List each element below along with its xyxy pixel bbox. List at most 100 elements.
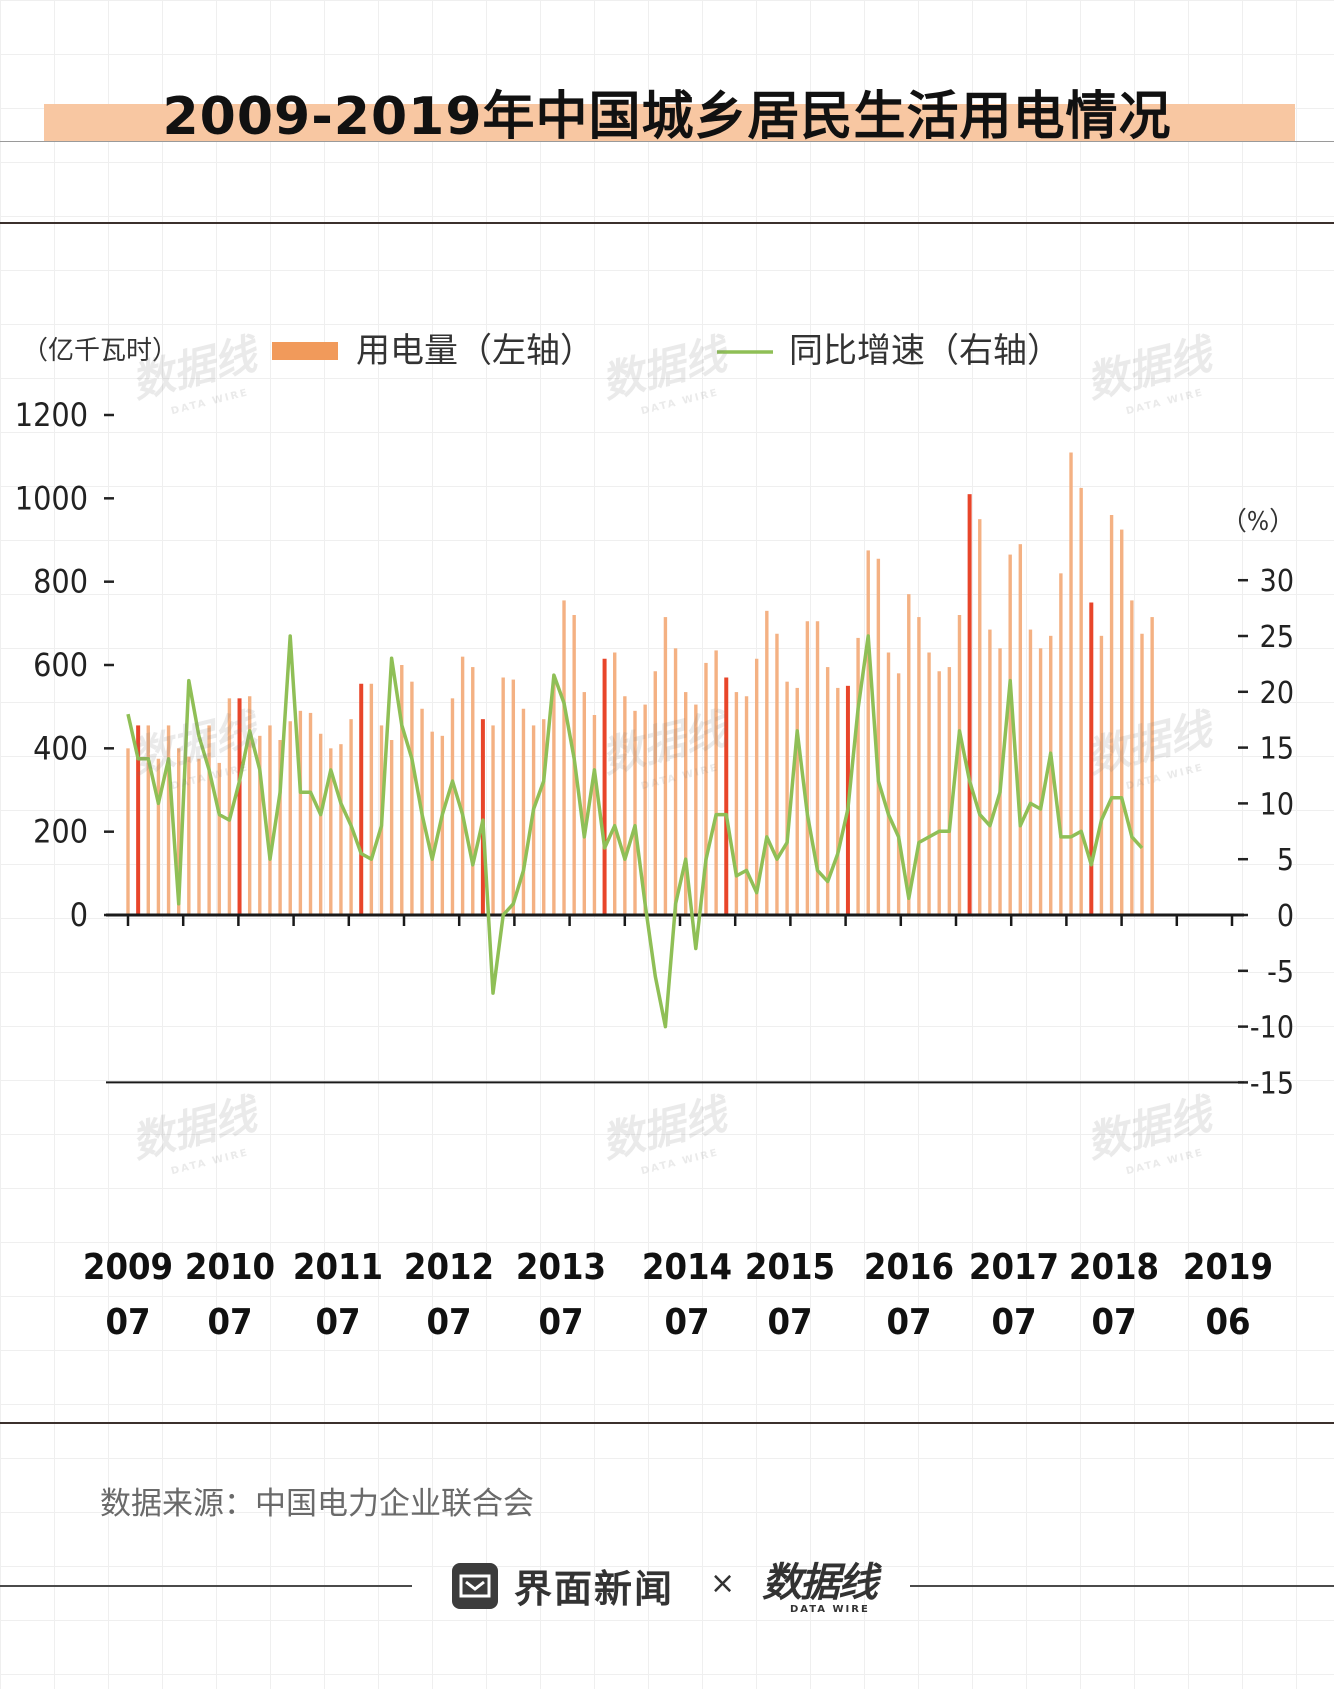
bar [653, 671, 657, 915]
bar [937, 671, 941, 915]
bar [187, 756, 191, 915]
brand: 界面新闻 [452, 1558, 674, 1613]
left-axis-tick-label: 800 [33, 563, 88, 601]
left-axis-tick-label: 200 [33, 813, 88, 851]
bar [673, 648, 678, 915]
bar [298, 710, 303, 915]
bar [440, 735, 445, 915]
bar [815, 621, 820, 915]
bar [856, 637, 860, 915]
bar [156, 758, 161, 915]
growth-rate-line [126, 634, 1144, 1029]
bar [400, 665, 404, 915]
legend-bar-swatch [272, 342, 338, 360]
right-axis-unit: （%） [1221, 507, 1295, 537]
chart: （亿千瓦时） 用电量（左轴） 同比增速（右轴）（%）1200100080060040… [15, 331, 1295, 1343]
bar [1059, 573, 1063, 915]
x-axis-month-label: 06 [1205, 1302, 1250, 1343]
bar [734, 692, 739, 915]
left-axis-tick-label: 1000 [15, 479, 88, 517]
x-axis-year-label: 2009 [83, 1247, 173, 1288]
bar [684, 692, 688, 915]
bar [197, 758, 201, 915]
x-axis-month-label: 07 [315, 1302, 360, 1343]
left-axis-tick-label: 400 [33, 729, 88, 767]
bar [805, 621, 810, 915]
bar [744, 696, 749, 915]
bar [339, 744, 343, 915]
bar [359, 683, 364, 915]
bar [704, 662, 708, 915]
bar [602, 658, 607, 915]
x-axis-month-label: 07 [105, 1302, 150, 1343]
bar [491, 725, 495, 915]
bar [460, 656, 465, 915]
brand-name: 界面新闻 [514, 1567, 675, 1611]
x-axis-month-label: 07 [767, 1302, 812, 1343]
bar [1099, 635, 1104, 915]
bar [724, 677, 729, 915]
legend-bar-label: 用电量（左轴） [356, 331, 594, 371]
bar [1038, 648, 1043, 915]
right-axis-tick-label: 0 [1277, 899, 1294, 934]
bar [582, 692, 586, 915]
bar [714, 650, 718, 915]
bar [450, 698, 455, 915]
bar [217, 762, 221, 915]
bar [177, 748, 181, 915]
bar [1008, 554, 1012, 915]
bar [663, 617, 668, 915]
right-axis-tick-label: 10 [1260, 787, 1294, 822]
bar [227, 698, 232, 915]
left-axis-tick-label: 1200 [15, 396, 88, 434]
bar [957, 615, 962, 915]
bar [146, 725, 150, 915]
bar [988, 629, 992, 915]
bar [562, 600, 566, 915]
x-axis-year-label: 2019 [1183, 1247, 1273, 1288]
datawire-logo-sub: DATA WIRE [790, 1604, 870, 1615]
bar [947, 667, 952, 915]
x-axis-month-label: 07 [664, 1302, 709, 1343]
x-axis-month-label: 07 [886, 1302, 931, 1343]
right-axis-tick-label: -5 [1267, 955, 1294, 990]
cross-symbol: × [710, 1566, 736, 1601]
bar [876, 558, 881, 915]
bar [369, 683, 374, 915]
bar [318, 733, 323, 915]
bar [694, 704, 698, 915]
x-axis-month-label: 07 [1091, 1302, 1136, 1343]
bar [1018, 544, 1023, 915]
bar [288, 721, 292, 915]
footer-line-right [910, 1585, 1334, 1587]
bar [521, 708, 526, 915]
x-axis-year-label: 2012 [404, 1247, 494, 1288]
bar [917, 617, 921, 915]
right-axis-tick-label: 30 [1260, 564, 1294, 599]
bar [978, 519, 982, 915]
bar [349, 719, 353, 915]
bar [268, 725, 272, 915]
footer-rule [0, 1422, 1334, 1424]
x-axis-month-label: 07 [538, 1302, 583, 1343]
right-axis-tick-label: 5 [1277, 843, 1294, 878]
bar [1130, 600, 1134, 915]
left-axis-tick-label: 0 [70, 896, 88, 934]
bar [136, 725, 141, 915]
x-axis-year-label: 2018 [1069, 1247, 1159, 1288]
bar [643, 704, 647, 915]
bar [795, 687, 799, 915]
bar [825, 667, 830, 915]
bar [126, 748, 130, 915]
x-axis-year-label: 2010 [185, 1247, 275, 1288]
bar [1140, 633, 1144, 915]
bar [866, 550, 870, 915]
right-axis-tick-label: 25 [1260, 620, 1294, 655]
bar [237, 698, 242, 915]
bar [501, 677, 505, 915]
bar [1069, 452, 1073, 915]
bar [1028, 629, 1033, 915]
bar [1089, 602, 1094, 915]
bar [166, 725, 171, 915]
x-axis-year-label: 2013 [516, 1247, 606, 1288]
